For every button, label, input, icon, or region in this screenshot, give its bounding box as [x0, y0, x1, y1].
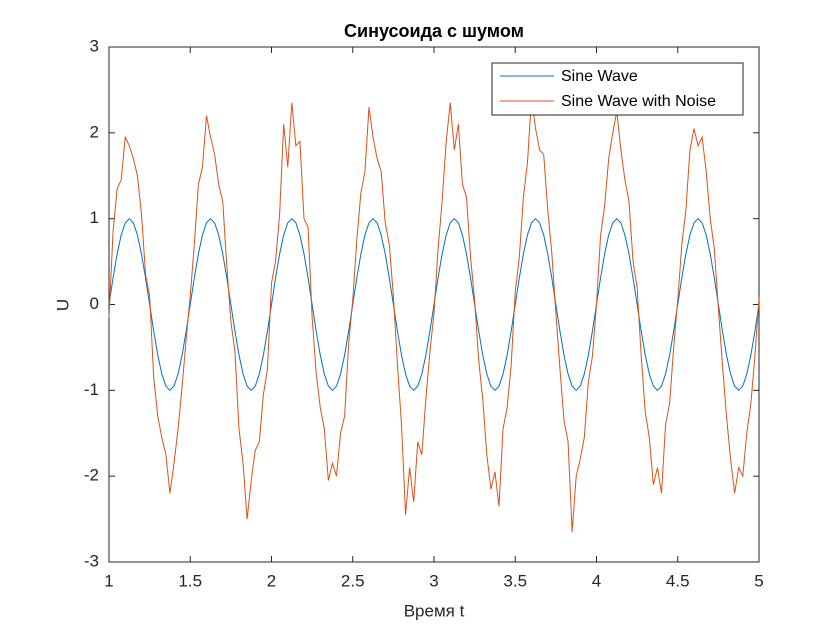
- x-tick-label: 4.5: [666, 571, 690, 590]
- y-axis-label: U: [53, 299, 72, 311]
- x-tick-label: 2: [267, 571, 276, 590]
- legend-label: Sine Wave: [561, 68, 638, 85]
- legend-label: Sine Wave with Noise: [561, 93, 716, 110]
- data-line: [108, 217, 760, 392]
- x-tick-label: 1.5: [178, 571, 202, 590]
- legend-box: [491, 62, 744, 116]
- y-tick-label: -3: [84, 551, 99, 570]
- y-tick-label: 0: [90, 294, 99, 313]
- x-tick-label: 5: [754, 571, 763, 590]
- x-tick-label: 2.5: [341, 571, 365, 590]
- legend: Sine Wave Sine Wave with Noise: [491, 62, 744, 116]
- y-tick-label: -2: [84, 466, 99, 485]
- x-axis-label: Время t: [404, 601, 465, 620]
- chart-title: Синусоида с шумом: [344, 21, 524, 41]
- y-tick-label: 2: [90, 122, 99, 141]
- y-tick-label: -1: [84, 380, 99, 399]
- x-tick-label: 1: [104, 571, 113, 590]
- x-tick-label: 3.5: [503, 571, 527, 590]
- x-tick-label: 4: [592, 571, 601, 590]
- y-tick-label: 1: [90, 208, 99, 227]
- x-tick-label: 3: [429, 571, 438, 590]
- y-tick-label: 3: [90, 36, 99, 55]
- data-line: [108, 98, 760, 532]
